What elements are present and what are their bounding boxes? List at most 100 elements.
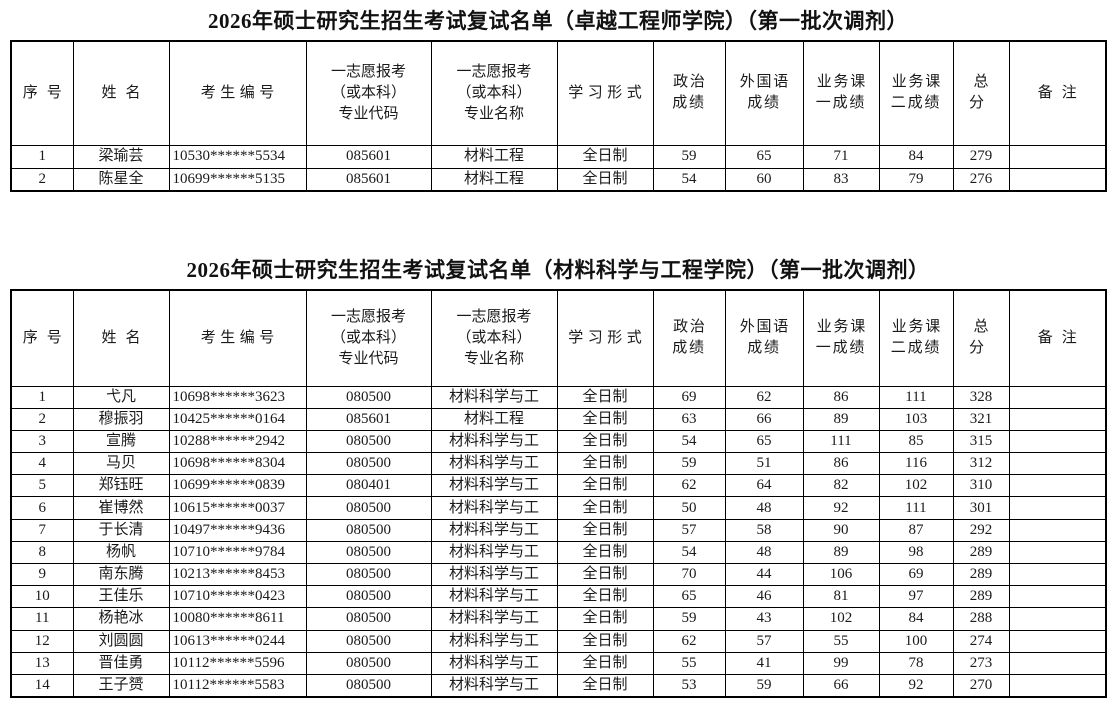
- table-cell: 89: [802, 540, 880, 565]
- table-cell: 87: [878, 518, 954, 542]
- table-cell: 43: [724, 607, 804, 631]
- table-cell: 41: [724, 651, 804, 675]
- table-cell: 080500: [305, 452, 432, 476]
- table-cell: 1: [10, 144, 74, 169]
- table-cell: 9: [10, 562, 74, 587]
- table-cell: 全日制: [556, 562, 654, 587]
- table-cell: 10497******9436: [168, 518, 307, 542]
- table-row: 8 杨帆 10710******9784 080500 材料科学与工 全日制 54 48 89 9…: [10, 540, 1107, 565]
- table-cell: 材料科学与工: [430, 629, 558, 653]
- table-cell: 080500: [305, 607, 432, 631]
- header-cell: 业务课 一成绩: [802, 289, 880, 387]
- table-cell: 66: [724, 407, 804, 431]
- table-cell: 10699******0839: [168, 474, 307, 498]
- table-cell: [1008, 474, 1107, 498]
- table-row: 1 梁瑜芸 10530******5534 085601 材料工程 全日制 59 65 71 84…: [10, 144, 1107, 169]
- table-cell: 270: [952, 673, 1010, 698]
- table-cell: [1008, 407, 1107, 431]
- table-cell: 111: [878, 385, 954, 409]
- header-cell: 业务课 二成绩: [878, 40, 954, 146]
- table-cell: 材料科学与工: [430, 385, 558, 409]
- table-row: 13 晋佳勇 10112******5596 080500 材料科学与工 全日制 55 41 9…: [10, 651, 1107, 675]
- table-cell: 65: [652, 585, 726, 609]
- table-cell: 10425******0164: [168, 407, 307, 431]
- table-cell: 085601: [305, 407, 432, 431]
- table-cell: 085601: [305, 144, 432, 169]
- table-cell: 材料科学与工: [430, 474, 558, 498]
- table-cell: 材料科学与工: [430, 452, 558, 476]
- table-cell: 10112******5596: [168, 651, 307, 675]
- table-cell: 84: [878, 607, 954, 631]
- table-cell: 7: [10, 518, 74, 542]
- table-cell: 51: [724, 452, 804, 476]
- table-cell: 080500: [305, 429, 432, 454]
- table-cell: 63: [652, 407, 726, 431]
- table-cell: 080500: [305, 385, 432, 409]
- table-cell: 59: [652, 144, 726, 169]
- table-cell: 79: [878, 167, 954, 192]
- table-cell: 10288******2942: [168, 429, 307, 454]
- header-cell: 考生编号: [168, 289, 307, 387]
- table-cell: [1008, 607, 1107, 631]
- table-cell: 11: [10, 607, 74, 631]
- table-cell: 10530******5534: [168, 144, 307, 169]
- table-cell: 58: [724, 518, 804, 542]
- table-cell: 276: [952, 167, 1010, 192]
- header-cell: 姓名: [72, 289, 170, 387]
- table-cell: 62: [652, 474, 726, 498]
- header-cell: 外国语 成绩: [724, 40, 804, 146]
- header-cell: 政治 成绩: [652, 40, 726, 146]
- table-cell: 10: [10, 585, 74, 609]
- header-cell: 学习形式: [556, 289, 654, 387]
- table-cell: 晋佳勇: [72, 651, 170, 675]
- table-cell: 王佳乐: [72, 585, 170, 609]
- table-cell: 44: [724, 562, 804, 587]
- table-cell: [1008, 562, 1107, 587]
- header-row: 序号 姓名 考生编号 一志愿报考 （或本科） 专业代码 一志愿报考 （或本科） 专业名称…: [10, 289, 1107, 387]
- table-cell: 54: [652, 429, 726, 454]
- table-cell: 弋凡: [72, 385, 170, 409]
- table-cell: 陈星全: [72, 167, 170, 192]
- table-cell: 材料科学与工: [430, 651, 558, 675]
- table-cell: 274: [952, 629, 1010, 653]
- table-cell: 材料科学与工: [430, 585, 558, 609]
- table-row: 7 于长清 10497******9436 080500 材料科学与工 全日制 57 58 90…: [10, 518, 1107, 542]
- table-cell: 080500: [305, 651, 432, 675]
- table-cell: 86: [802, 452, 880, 476]
- table-cell: 穆振羽: [72, 407, 170, 431]
- table-cell: 全日制: [556, 585, 654, 609]
- table-cell: 46: [724, 585, 804, 609]
- table-row: 2 陈星全 10699******5135 085601 材料工程 全日制 54 60 83 79…: [10, 167, 1107, 192]
- table-cell: 71: [802, 144, 880, 169]
- table-row: 2 穆振羽 10425******0164 085601 材料工程 全日制 63 66 89 10…: [10, 407, 1107, 431]
- table-row: 3 宣腾 10288******2942 080500 材料科学与工 全日制 54 65 111…: [10, 429, 1107, 454]
- table-cell: [1008, 496, 1107, 520]
- table-row: 9 南东腾 10213******8453 080500 材料科学与工 全日制 70 44 10…: [10, 562, 1107, 587]
- header-cell: 政治 成绩: [652, 289, 726, 387]
- table-cell: 宣腾: [72, 429, 170, 454]
- table-cell: 材料工程: [430, 144, 558, 169]
- table-cell: 全日制: [556, 429, 654, 454]
- table-cell: 12: [10, 629, 74, 653]
- table-cell: [1008, 518, 1107, 542]
- table-cell: 111: [878, 496, 954, 520]
- table-cell: 10112******5583: [168, 673, 307, 698]
- table-cell: 杨帆: [72, 540, 170, 565]
- table-row: 10 王佳乐 10710******0423 080500 材料科学与工 全日制 65 46 8…: [10, 585, 1107, 609]
- header-cell: 备注: [1008, 289, 1107, 387]
- table-cell: 郑钰旺: [72, 474, 170, 498]
- table-cell: 57: [724, 629, 804, 653]
- table-row: 6 崔博然 10615******0037 080500 材料科学与工 全日制 50 48 92…: [10, 496, 1107, 520]
- table-cell: [1008, 429, 1107, 454]
- table-row: 5 郑钰旺 10699******0839 080401 材料科学与工 全日制 62 64 82…: [10, 474, 1107, 498]
- table-cell: 54: [652, 540, 726, 565]
- table-cell: 全日制: [556, 452, 654, 476]
- table-cell: 98: [878, 540, 954, 565]
- table-cell: 材料科学与工: [430, 673, 558, 698]
- table-cell: 6: [10, 496, 74, 520]
- table-cell: 王子赟: [72, 673, 170, 698]
- header-cell: 一志愿报考 （或本科） 专业代码: [305, 289, 432, 387]
- header-cell: 总分: [952, 40, 1010, 146]
- table-cell: 55: [802, 629, 880, 653]
- table-cell: 288: [952, 607, 1010, 631]
